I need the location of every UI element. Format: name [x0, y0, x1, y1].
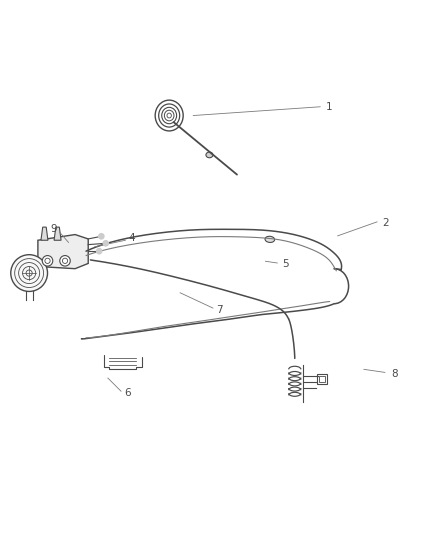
- Circle shape: [103, 241, 108, 246]
- Ellipse shape: [205, 152, 212, 158]
- Circle shape: [96, 248, 102, 254]
- Polygon shape: [41, 227, 48, 240]
- Text: 5: 5: [281, 260, 288, 269]
- Text: 6: 6: [124, 389, 131, 398]
- Text: 1: 1: [325, 102, 332, 112]
- Text: 8: 8: [390, 369, 397, 379]
- Text: 9: 9: [50, 224, 57, 235]
- Circle shape: [42, 255, 53, 266]
- Text: 7: 7: [215, 305, 223, 315]
- Bar: [316, 374, 326, 384]
- Circle shape: [60, 255, 70, 266]
- Polygon shape: [38, 235, 88, 269]
- Ellipse shape: [265, 236, 274, 243]
- Bar: [318, 376, 324, 382]
- Circle shape: [11, 255, 47, 292]
- Circle shape: [99, 233, 104, 239]
- Text: 2: 2: [381, 218, 388, 228]
- Text: 4: 4: [128, 233, 135, 243]
- Polygon shape: [54, 227, 61, 240]
